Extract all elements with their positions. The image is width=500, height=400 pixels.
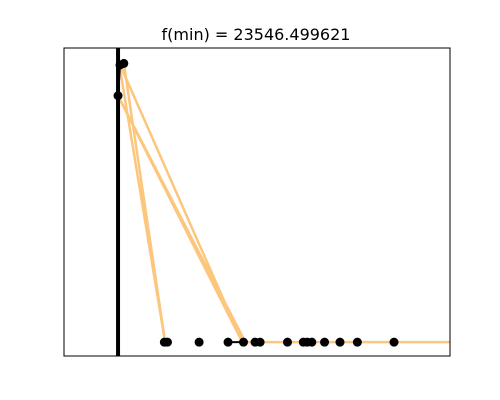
- data-point-10: [282, 337, 292, 347]
- data-point-6: [223, 337, 233, 347]
- data-point-16: [352, 337, 362, 347]
- data-point-5: [194, 337, 204, 347]
- chart-title: f(min) = 23546.499621: [162, 25, 351, 44]
- data-point-7: [238, 337, 248, 347]
- data-point-4: [162, 337, 172, 347]
- data-point-15: [335, 337, 345, 347]
- data-point-2: [113, 91, 123, 101]
- data-point-13: [307, 337, 317, 347]
- data-point-17: [389, 337, 399, 347]
- plot-area: [113, 48, 450, 356]
- data-point-9: [255, 337, 265, 347]
- series-search-path: [116, 60, 450, 344]
- data-point-1: [119, 58, 129, 68]
- data-point-14: [320, 337, 330, 347]
- axes-frame: [63, 47, 451, 357]
